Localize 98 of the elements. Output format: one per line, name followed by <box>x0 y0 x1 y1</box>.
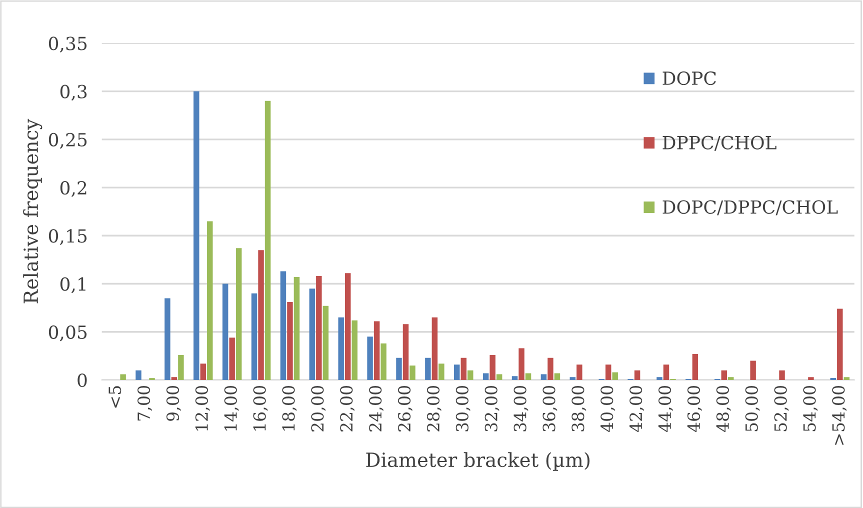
y-tick-label: 0,25 <box>48 132 87 149</box>
x-tick-label: 9,00 <box>166 386 182 421</box>
bar <box>525 373 532 380</box>
y-tick-label: 0,05 <box>48 325 87 342</box>
bar <box>344 273 351 380</box>
y-tick-label: 0,35 <box>48 36 87 52</box>
x-tick-label: 12,00 <box>195 386 210 431</box>
bar <box>432 317 438 380</box>
x-tick-label: 28,00 <box>426 386 442 432</box>
bar <box>612 372 618 380</box>
bar <box>374 321 380 380</box>
bar <box>352 320 358 380</box>
x-tick-label: 24,00 <box>369 386 384 432</box>
bar <box>554 373 560 380</box>
x-tick-label: 22,00 <box>340 386 355 432</box>
bar <box>540 374 547 380</box>
bar <box>779 370 785 380</box>
x-tick-label: 14,00 <box>224 386 239 431</box>
bar <box>518 348 524 380</box>
x-tick-label: 38,00 <box>572 386 586 432</box>
bar <box>222 284 228 380</box>
bar <box>236 248 242 380</box>
bar <box>136 370 142 380</box>
x-tick-label: 16,00 <box>253 386 268 431</box>
x-tick-label: 18,00 <box>282 386 297 431</box>
y-tick-label: 0,15 <box>48 229 87 245</box>
bar <box>721 370 727 380</box>
bar <box>402 324 409 380</box>
x-tick-label: <5 <box>108 386 122 408</box>
bar <box>120 374 126 380</box>
bar <box>309 288 316 380</box>
legend-label: DPPC/CHOL <box>662 136 776 151</box>
bar <box>634 370 640 380</box>
y-tick-label: 0,1 <box>60 277 86 294</box>
bar <box>410 366 416 380</box>
bar <box>171 377 178 380</box>
bar <box>692 354 698 380</box>
bar <box>438 364 444 380</box>
x-tick-label: 40,00 <box>600 386 616 432</box>
bar <box>750 360 756 380</box>
x-tick-label: 52,00 <box>774 386 789 432</box>
bar <box>512 376 518 380</box>
x-tick-label: 50,00 <box>745 386 760 432</box>
bar <box>294 277 300 380</box>
y-tick-label: 0 <box>78 373 87 388</box>
bar <box>656 377 662 380</box>
bar <box>207 221 213 380</box>
x-tick-label: 34,00 <box>514 386 528 432</box>
bar <box>844 377 850 380</box>
x-tick-label: 20,00 <box>311 386 326 432</box>
bar <box>251 293 258 380</box>
bar <box>264 100 271 380</box>
bar <box>316 276 322 380</box>
bar <box>280 271 286 380</box>
bar <box>576 364 582 380</box>
legend-label: DOPC <box>662 71 716 86</box>
x-axis-title: Diameter bracket (µm) <box>366 452 590 471</box>
bar <box>808 377 814 380</box>
x-tick-label: 30,00 <box>456 386 470 432</box>
legend-label: DOPC/DPPC/CHOL <box>662 200 838 216</box>
y-tick-label: 0,3 <box>60 84 87 101</box>
bar <box>460 358 466 380</box>
bar <box>338 317 344 380</box>
bar <box>490 354 496 380</box>
bar <box>322 306 329 380</box>
x-tick-label: 46,00 <box>687 386 702 432</box>
x-tick-label: 54,00 <box>803 386 818 432</box>
bar <box>229 338 235 380</box>
x-tick-label: 36,00 <box>542 386 558 432</box>
bar <box>605 364 612 380</box>
bar <box>468 370 474 380</box>
bar <box>396 358 402 380</box>
x-tick-label: 7,00 <box>137 386 152 421</box>
bar <box>570 377 576 380</box>
x-tick-label: >54,00 <box>832 386 847 445</box>
bar <box>178 354 184 380</box>
bar <box>663 364 670 380</box>
bar <box>837 308 843 380</box>
bar <box>258 250 264 380</box>
bar <box>287 302 293 380</box>
y-tick-label: 0,2 <box>60 180 86 197</box>
x-tick-label: 48,00 <box>716 386 731 432</box>
x-tick-label: 32,00 <box>484 386 500 432</box>
bar <box>454 364 460 380</box>
bar <box>200 364 206 380</box>
bar <box>482 373 489 380</box>
bar <box>380 343 386 380</box>
x-tick-label: 26,00 <box>398 386 413 432</box>
bar <box>367 336 373 380</box>
bar <box>728 377 734 380</box>
x-tick-label: 42,00 <box>630 386 644 432</box>
bar <box>496 374 502 380</box>
y-axis-title: Relative frequency <box>23 118 42 304</box>
bar <box>548 358 554 380</box>
bar <box>425 358 431 380</box>
bar <box>164 298 170 380</box>
x-tick-label: 44,00 <box>658 386 674 432</box>
bar <box>194 91 200 380</box>
